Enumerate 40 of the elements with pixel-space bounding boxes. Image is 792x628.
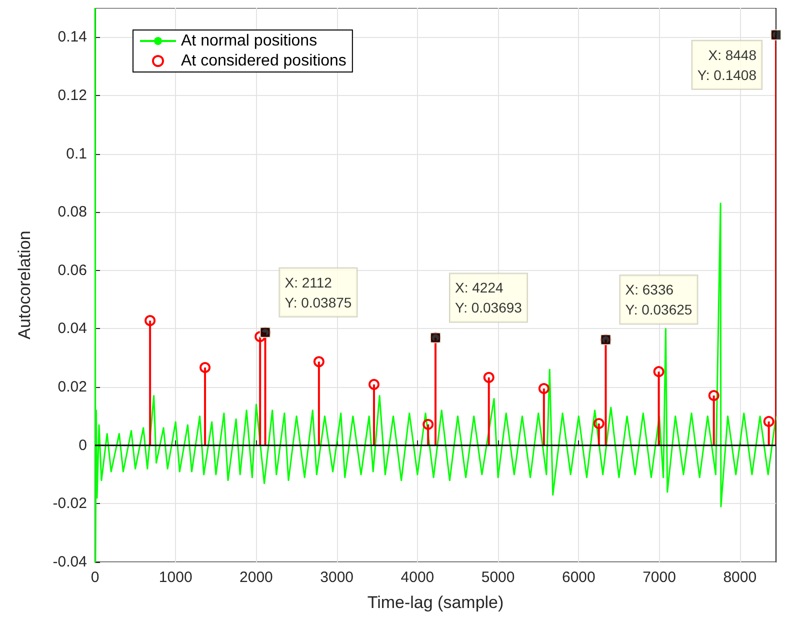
x-tick-label: 8000 <box>723 569 757 586</box>
y-tick-label: 0 <box>78 436 87 454</box>
x-tick-label: 3000 <box>320 569 354 586</box>
annotation: X: 8448 Y: 0.1408 <box>697 46 757 83</box>
x-tick-label: 7000 <box>642 569 676 586</box>
point <box>254 331 266 342</box>
y-tick-label: 0.08 <box>58 204 87 221</box>
point <box>763 416 774 427</box>
point <box>368 378 380 390</box>
x-tick-label: 5000 <box>481 569 515 586</box>
y-tick-label: 0.02 <box>58 378 87 396</box>
x-axis-title: Time-lag (sample) <box>367 593 504 612</box>
x-tick-label: 6000 <box>562 569 596 586</box>
point <box>708 390 720 402</box>
y-axis-title: Autocorelation <box>15 230 34 340</box>
y-tick-label: 0.14 <box>58 28 87 46</box>
x-tick-label: 4000 <box>400 569 434 586</box>
x-tick-label: 0 <box>90 569 100 586</box>
x-tick-label: 2000 <box>240 569 273 586</box>
legend-label: At considered positions <box>181 52 346 70</box>
y-tick-label: 0.1 <box>66 145 87 162</box>
point <box>422 418 434 430</box>
point <box>313 356 324 368</box>
x-tick-label: 1000 <box>158 569 192 586</box>
point <box>483 372 494 383</box>
y-tick-label: 0.06 <box>58 262 87 279</box>
y-tick-label: 0.04 <box>58 320 87 338</box>
y-tick-label: -0.02 <box>52 495 87 512</box>
y-tick-label: 0.12 <box>58 86 87 104</box>
point <box>593 418 604 429</box>
y-tick-label: -0.04 <box>52 554 87 570</box>
point <box>538 383 550 394</box>
annotation: X: 6336 Y: 0.03625 <box>625 282 692 318</box>
point <box>144 315 156 326</box>
point <box>200 362 211 374</box>
line-series <box>94 8 777 563</box>
legend-label: At normal positions <box>181 32 318 50</box>
annotation: X: 2112 Y: 0.03875 <box>284 274 352 310</box>
annotation: X: 4224 Y: 0.03693 <box>455 280 522 316</box>
point <box>653 366 664 378</box>
